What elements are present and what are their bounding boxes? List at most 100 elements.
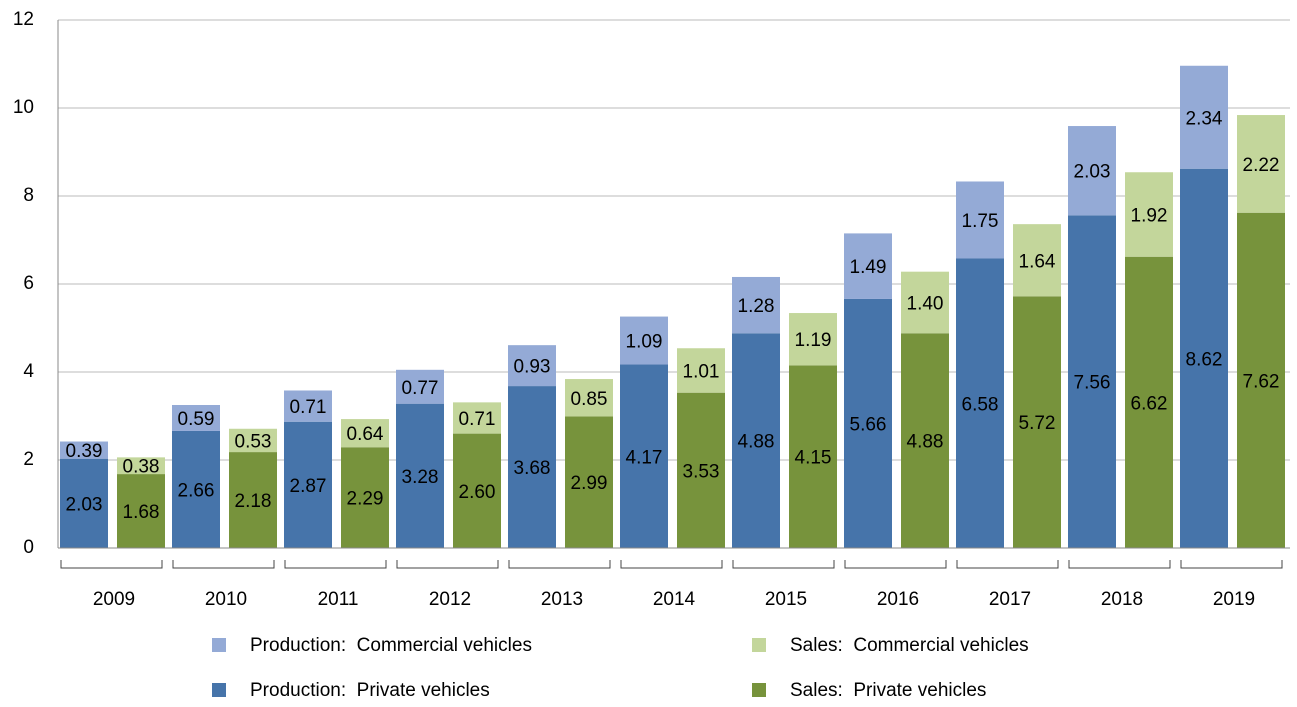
- category-bracket: [844, 560, 947, 569]
- x-tick-label: 2017: [989, 589, 1031, 610]
- value-label: 1.09: [626, 332, 663, 353]
- legend-swatch: [752, 638, 766, 652]
- legend-label: Sales: Private vehicles: [790, 680, 986, 701]
- y-tick-label: 0: [23, 537, 34, 558]
- legend-swatch: [752, 683, 766, 697]
- value-label: 2.03: [1074, 162, 1111, 183]
- value-label: 4.17: [626, 447, 663, 468]
- bar-segment: [844, 298, 892, 548]
- bar-segment: [1013, 296, 1061, 548]
- bar-segment: [620, 316, 668, 365]
- y-tick-label: 12: [13, 9, 34, 30]
- legend-swatch: [212, 683, 226, 697]
- value-label: 0.53: [235, 431, 272, 452]
- value-label: 2.34: [1186, 108, 1223, 129]
- bar-segment: [1013, 224, 1061, 297]
- value-label: 1.68: [123, 502, 160, 523]
- bar-segment: [453, 402, 501, 434]
- value-label: 2.29: [347, 489, 384, 510]
- value-label: 5.72: [1019, 413, 1056, 434]
- category-bracket: [172, 560, 275, 569]
- value-label: 8.62: [1186, 349, 1223, 370]
- value-label: 0.38: [123, 457, 160, 478]
- value-label: 2.99: [571, 473, 608, 494]
- value-label: 5.66: [850, 414, 887, 435]
- value-label: 7.62: [1243, 371, 1280, 392]
- value-label: 2.60: [459, 482, 496, 503]
- value-label: 1.49: [850, 257, 887, 278]
- x-tick-label: 2012: [429, 589, 471, 610]
- value-label: 4.15: [795, 448, 832, 469]
- category-bracket: [284, 560, 387, 569]
- bar-segment: [284, 390, 332, 422]
- value-label: 4.88: [907, 432, 944, 453]
- bar-segment: [172, 430, 220, 548]
- y-tick-label: 8: [23, 185, 34, 206]
- value-label: 1.40: [907, 293, 944, 314]
- category-bracket: [620, 560, 723, 569]
- value-label: 0.59: [178, 409, 215, 430]
- value-label: 0.77: [402, 378, 439, 399]
- x-tick-label: 2014: [653, 589, 696, 610]
- legend-label: Sales: Commercial vehicles: [790, 635, 1029, 656]
- bar-segment: [60, 441, 108, 459]
- bar-segment: [341, 447, 389, 548]
- y-tick-label: 10: [13, 97, 34, 118]
- bar-segment: [1125, 256, 1173, 548]
- x-tick-label: 2009: [93, 589, 135, 610]
- x-tick-label: 2011: [318, 589, 359, 610]
- bar-segment: [732, 276, 780, 334]
- bar-segment: [732, 333, 780, 548]
- bar-segment: [229, 428, 277, 453]
- bar-segment: [565, 379, 613, 417]
- value-label: 2.66: [178, 480, 215, 501]
- value-label: 2.18: [235, 491, 272, 512]
- value-label: 1.64: [1019, 251, 1056, 272]
- bar-segment: [1237, 115, 1285, 213]
- bar-segment: [565, 416, 613, 548]
- bar-segment: [117, 457, 165, 475]
- value-label: 6.62: [1131, 393, 1168, 414]
- value-label: 1.01: [683, 361, 720, 382]
- x-tick-label: 2019: [1213, 589, 1255, 610]
- x-tick-label: 2013: [541, 589, 583, 610]
- bar-segment: [396, 403, 444, 548]
- value-label: 0.85: [571, 389, 608, 410]
- category-bracket: [956, 560, 1059, 569]
- value-label: 2.87: [290, 476, 327, 497]
- value-label: 2.22: [1243, 155, 1280, 176]
- bar-segment: [901, 271, 949, 334]
- category-bracket: [1068, 560, 1171, 569]
- bar-segment: [284, 421, 332, 548]
- category-bracket: [60, 560, 163, 569]
- bar-segment: [60, 458, 108, 548]
- value-label: 3.53: [683, 461, 720, 482]
- bar-segment: [396, 369, 444, 404]
- category-bracket: [396, 560, 499, 569]
- bar-segment: [117, 474, 165, 548]
- bar-segment: [1180, 168, 1228, 548]
- legend-label: Production: Private vehicles: [250, 680, 490, 701]
- y-tick-label: 6: [23, 273, 34, 294]
- bar-segment: [229, 452, 277, 548]
- value-label: 4.88: [738, 432, 775, 453]
- value-label: 2.03: [66, 494, 103, 515]
- bar-segment: [508, 386, 556, 548]
- category-bracket: [508, 560, 611, 569]
- bar-segment: [789, 365, 837, 548]
- bar-segment: [453, 433, 501, 548]
- x-tick-label: 2016: [877, 589, 919, 610]
- bar-segment: [1180, 65, 1228, 169]
- category-bracket: [732, 560, 835, 569]
- bar-segment: [789, 313, 837, 366]
- bar-segment: [1125, 172, 1173, 257]
- bar-segment: [677, 392, 725, 548]
- value-label: 1.28: [738, 296, 775, 317]
- bar-segment: [1237, 212, 1285, 548]
- value-label: 1.75: [962, 211, 999, 232]
- value-label: 0.93: [514, 357, 551, 378]
- value-label: 7.56: [1074, 373, 1111, 394]
- value-label: 3.68: [514, 458, 551, 479]
- x-tick-label: 2015: [765, 589, 807, 610]
